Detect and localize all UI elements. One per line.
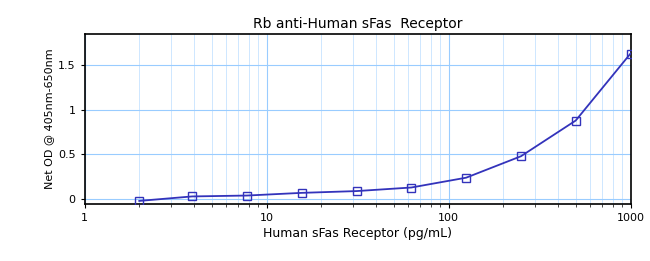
Title: Rb anti-Human sFas  Receptor: Rb anti-Human sFas Receptor (253, 17, 462, 31)
X-axis label: Human sFas Receptor (pg/mL): Human sFas Receptor (pg/mL) (263, 227, 452, 240)
Y-axis label: Net OD @ 405nm-650nm: Net OD @ 405nm-650nm (44, 49, 54, 189)
